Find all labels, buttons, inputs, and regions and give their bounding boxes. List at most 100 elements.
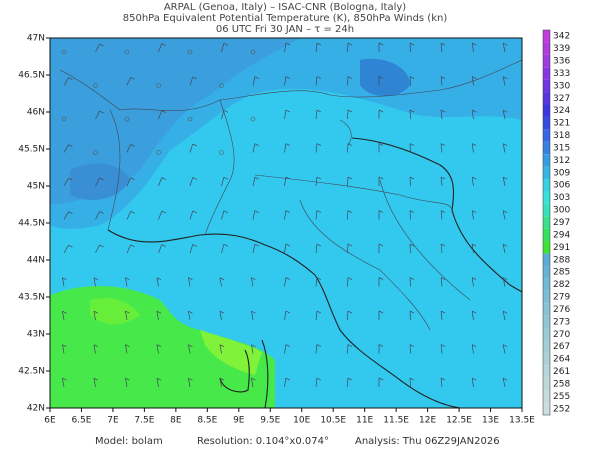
wind-barb: [440, 344, 443, 354]
wind-barb: [315, 210, 318, 220]
wind-barb: [409, 143, 415, 146]
wind-barb: [126, 77, 131, 86]
wind-barb: [502, 344, 506, 354]
wind-barb: [315, 43, 318, 53]
wind-barb: [95, 211, 100, 220]
wind-barb: [68, 211, 73, 215]
wind-barb: [125, 378, 128, 388]
wind-barb: [62, 378, 65, 388]
wind-barb: [502, 344, 508, 348]
wind-barb: [471, 210, 474, 220]
wind-barb: [95, 110, 100, 120]
wind-barb: [284, 210, 287, 220]
wind-barb: [251, 344, 256, 347]
wind-barb: [126, 244, 131, 254]
wind-barb: [254, 143, 260, 147]
wind-barb: [99, 244, 104, 248]
wind-barb: [502, 109, 508, 113]
wind-barb: [192, 76, 197, 80]
x-tick-label: 7.5E: [134, 416, 154, 426]
colorbar-label: 279: [553, 293, 570, 303]
wind-barb: [440, 176, 446, 180]
wind-barb: [471, 344, 474, 354]
wind-barb: [440, 243, 446, 247]
wind-barb: [125, 311, 128, 321]
wind-barb: [440, 43, 443, 53]
wind-barb: [347, 243, 353, 247]
wind-barb: [502, 277, 506, 287]
wind-barb: [221, 244, 225, 254]
wind-barb: [254, 76, 260, 80]
wind-barb: [223, 109, 228, 113]
colorbar-label: 288: [553, 255, 570, 265]
wind-barb: [125, 344, 130, 347]
colorbar-label: 342: [553, 32, 570, 42]
wind-barb: [156, 344, 159, 354]
colorbar-swatch: [543, 67, 550, 80]
colorbar-swatch: [543, 54, 550, 68]
wind-barb: [316, 143, 322, 146]
colorbar-label: 330: [553, 81, 570, 91]
wind-barb: [440, 277, 446, 280]
colorbar-swatch: [543, 179, 550, 192]
wind-barb: [284, 378, 287, 388]
wind-barb: [219, 277, 225, 280]
colorbar: 342 339 336 333 330 327 324 321 318 315 312 309 306 3…: [542, 29, 570, 416]
wind-barb: [219, 310, 225, 314]
colorbar-label: 276: [553, 305, 570, 315]
wind-barb: [63, 178, 69, 187]
wind-barb: [316, 277, 322, 280]
wind-barb: [254, 243, 260, 247]
wind-barb: [409, 109, 415, 113]
wind-barb: [315, 76, 318, 86]
wind-barb: [188, 310, 193, 314]
wind-barb: [251, 310, 256, 314]
wind-barb: [440, 76, 443, 86]
wind-barb: [502, 143, 506, 153]
wind-barb: [347, 277, 353, 280]
x-tick-label: 11.5E: [383, 416, 409, 426]
y-tick-label: 45.5N: [18, 145, 45, 155]
wind-barb: [95, 43, 100, 53]
wind-barb: [285, 143, 291, 146]
colorbar-swatch: [543, 328, 550, 341]
wind-barb: [192, 210, 197, 214]
colorbar-frame: [542, 29, 551, 416]
wind-barb: [502, 244, 506, 254]
wind-barb: [62, 277, 67, 280]
y-tick-label: 46.5N: [18, 71, 45, 81]
wind-barb: [93, 311, 96, 321]
wind-barb: [378, 176, 384, 180]
colorbar-swatch: [543, 154, 550, 167]
calm-marker: [93, 83, 98, 88]
colorbar-swatch: [543, 315, 550, 329]
x-tick-label: 13.5E: [509, 416, 535, 426]
wind-barb: [68, 177, 73, 181]
wind-barb: [440, 244, 443, 254]
y-tick-label: 46N: [27, 108, 45, 118]
wind-barb: [221, 43, 225, 53]
wind-barb: [285, 277, 291, 280]
wind-barb: [188, 378, 191, 388]
wind-barb: [285, 76, 291, 79]
wind-barb: [223, 243, 228, 247]
colorbar-label: 339: [553, 44, 570, 54]
wind-barb: [252, 244, 256, 254]
wind-barb: [285, 210, 291, 213]
colorbar-swatch: [543, 241, 550, 254]
calm-marker: [61, 116, 67, 122]
wind-barb: [158, 43, 163, 53]
colorbar-swatch: [543, 402, 550, 415]
colorbar-label: 318: [553, 131, 570, 141]
y-tick-label: 43N: [27, 330, 45, 340]
colorbar-label: 294: [553, 230, 570, 240]
wind-barb: [130, 76, 135, 80]
wind-barb: [251, 277, 256, 280]
wind-barb: [93, 344, 99, 347]
wind-barb: [471, 76, 474, 86]
wind-barb: [62, 377, 67, 381]
wind-barb: [378, 310, 384, 314]
wind-barb: [223, 210, 228, 214]
colorbar-label: 324: [553, 106, 570, 116]
wind-barb: [502, 43, 506, 53]
